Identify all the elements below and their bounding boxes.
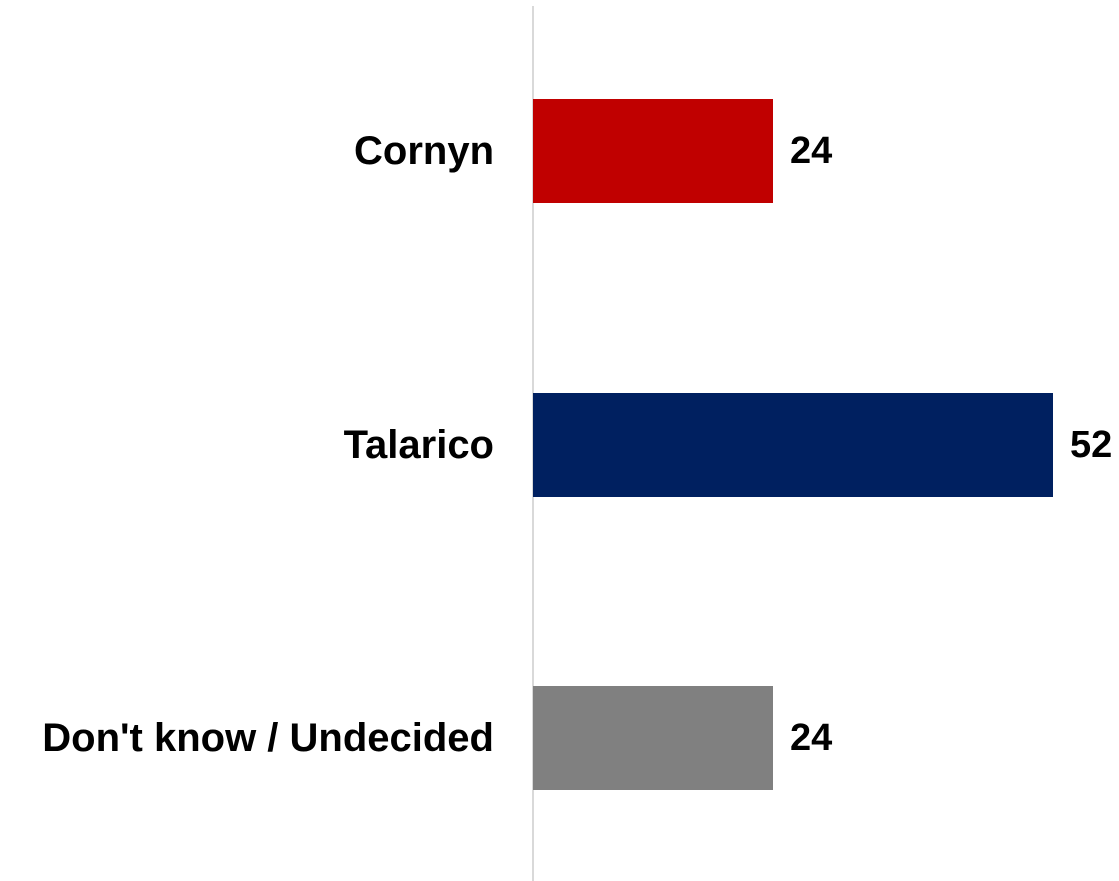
bars-group [533, 99, 1053, 790]
bar-2 [533, 686, 773, 790]
bar-1 [533, 393, 1053, 497]
category-label: Talarico [344, 423, 494, 467]
category-label: Don't know / Undecided [42, 716, 494, 760]
category-label: Cornyn [354, 129, 494, 173]
value-label: 52 [1070, 424, 1112, 466]
category-labels: Cornyn Talarico Don't know / Undecided [42, 129, 494, 760]
value-labels: 24 52 24 [790, 130, 1112, 759]
value-label: 24 [790, 130, 832, 172]
value-label: 24 [790, 717, 832, 759]
bar-0 [533, 99, 773, 203]
